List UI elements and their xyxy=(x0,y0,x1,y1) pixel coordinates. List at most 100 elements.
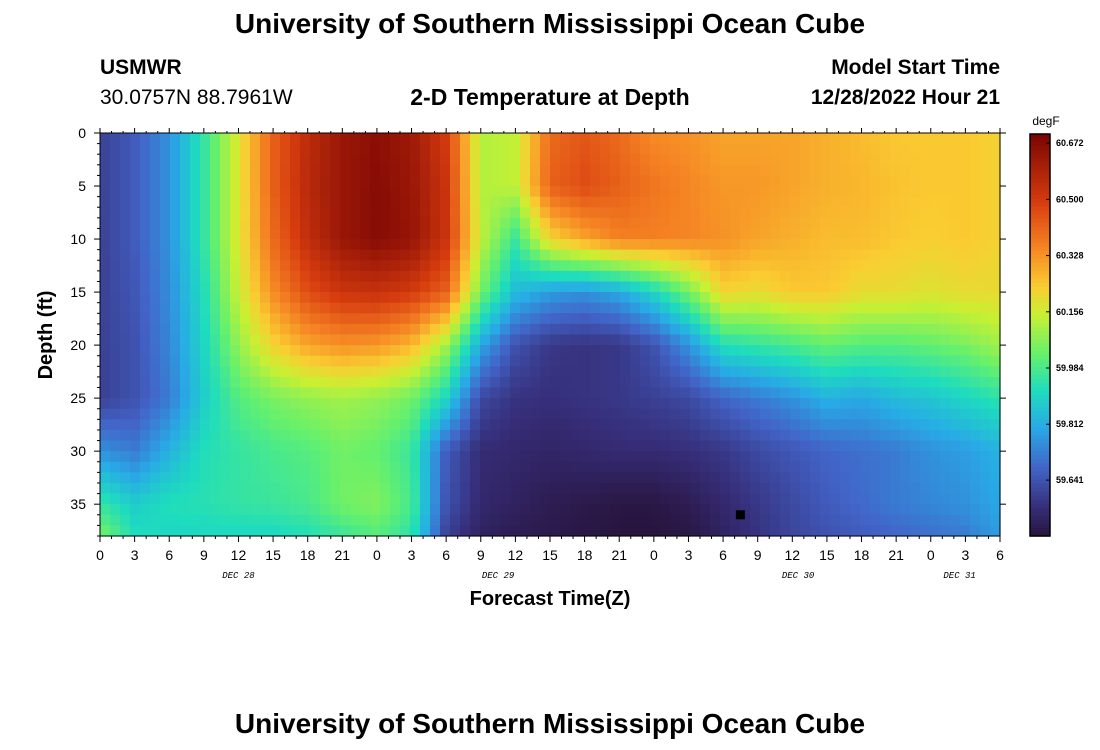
heatmap-cell xyxy=(770,419,781,431)
heatmap-cell xyxy=(300,429,311,442)
heatmap-cell xyxy=(900,334,911,346)
heatmap-cell xyxy=(940,207,951,219)
heatmap-cell xyxy=(320,292,331,304)
heatmap-cell xyxy=(970,281,981,293)
x-tick-label: 12 xyxy=(785,547,801,563)
heatmap-cell xyxy=(370,281,381,293)
heatmap-cell xyxy=(740,186,751,198)
heatmap-cell xyxy=(500,313,511,325)
heatmap-cell xyxy=(150,217,161,230)
heatmap-cell xyxy=(690,323,701,336)
heatmap-cell xyxy=(690,292,701,304)
heatmap-cell xyxy=(420,472,431,484)
heatmap-cell xyxy=(130,461,141,473)
heatmap-cell xyxy=(280,366,291,378)
heatmap-cell xyxy=(980,440,991,452)
heatmap-cell xyxy=(370,440,381,452)
heatmap-cell xyxy=(110,186,121,198)
heatmap-cell xyxy=(550,186,561,198)
heatmap-cell xyxy=(980,292,991,304)
heatmap-cell xyxy=(830,387,841,399)
heatmap-cell xyxy=(920,313,931,325)
heatmap-cell xyxy=(420,207,431,219)
heatmap-cell xyxy=(670,482,681,495)
heatmap-cell xyxy=(110,451,121,463)
heatmap-cell xyxy=(360,482,371,495)
heatmap-cell xyxy=(590,482,601,495)
heatmap-cell xyxy=(290,440,301,452)
heatmap-cell xyxy=(830,440,841,452)
heatmap-cell xyxy=(160,196,171,208)
heatmap-cell xyxy=(590,451,601,463)
colorbar-swatch xyxy=(1030,491,1050,497)
heatmap-cell xyxy=(740,164,751,177)
heatmap-cell xyxy=(470,514,481,526)
heatmap-cell xyxy=(100,217,111,230)
heatmap-cell xyxy=(340,175,351,187)
heatmap-cell xyxy=(760,504,771,516)
heatmap-cell xyxy=(150,366,161,378)
heatmap-cell xyxy=(350,408,361,420)
heatmap-cell xyxy=(770,387,781,399)
x-tick-label: 21 xyxy=(888,547,904,563)
heatmap-cell xyxy=(370,525,381,537)
heatmap-cell xyxy=(250,186,261,198)
heatmap-cell xyxy=(930,493,941,505)
colorbar-tick-label: 60.156 xyxy=(1056,307,1084,317)
heatmap-cell xyxy=(540,345,551,357)
heatmap-cell xyxy=(790,376,801,389)
heatmap-cell xyxy=(840,143,851,155)
heatmap-cell xyxy=(330,186,341,198)
heatmap-cell xyxy=(880,429,891,442)
heatmap-cell xyxy=(110,323,121,336)
heatmap-cell xyxy=(150,398,161,410)
heatmap-cell xyxy=(870,270,881,283)
heatmap-cell xyxy=(680,313,691,325)
heatmap-cell xyxy=(360,525,371,537)
heatmap-cell xyxy=(780,472,791,484)
heatmap-cell xyxy=(760,366,771,378)
heatmap-cell xyxy=(280,281,291,293)
heatmap-cell xyxy=(420,292,431,304)
heatmap-cell xyxy=(910,313,921,325)
heatmap-cell xyxy=(360,154,371,166)
colorbar-swatch xyxy=(1030,511,1050,517)
heatmap-cell xyxy=(500,461,511,473)
heatmap-cell xyxy=(630,387,641,399)
heatmap-cell xyxy=(520,461,531,473)
heatmap-cell xyxy=(390,281,401,293)
heatmap-cell xyxy=(880,355,891,367)
heatmap-cell xyxy=(450,398,461,410)
heatmap-cell xyxy=(140,398,151,410)
heatmap-cell xyxy=(470,302,481,314)
heatmap-cell xyxy=(760,133,771,145)
heatmap-cell xyxy=(310,217,321,230)
heatmap-cell xyxy=(900,440,911,452)
heatmap-cell xyxy=(550,239,561,251)
heatmap-cell xyxy=(450,186,461,198)
heatmap-cell xyxy=(690,196,701,208)
heatmap-cell xyxy=(510,451,521,463)
heatmap-cell xyxy=(940,493,951,505)
heatmap-cell xyxy=(840,217,851,230)
heatmap-cell xyxy=(580,270,591,283)
heatmap-cell xyxy=(680,154,691,166)
heatmap-cell xyxy=(870,429,881,442)
heatmap-cell xyxy=(220,419,231,431)
heatmap-cell xyxy=(850,376,861,389)
heatmap-cell xyxy=(710,334,721,346)
heatmap-cell xyxy=(220,323,231,336)
heatmap-cell xyxy=(580,451,591,463)
heatmap-cell xyxy=(400,355,411,367)
heatmap-cell xyxy=(270,175,281,187)
heatmap-cell xyxy=(210,504,221,516)
heatmap-cell xyxy=(470,313,481,325)
heatmap-cell xyxy=(270,440,281,452)
heatmap-cell xyxy=(490,472,501,484)
heatmap-cell xyxy=(450,164,461,177)
heatmap-cell xyxy=(280,504,291,516)
heatmap-cell xyxy=(380,228,391,240)
heatmap-cell xyxy=(350,133,361,145)
heatmap-cell xyxy=(870,249,881,261)
heatmap-cell xyxy=(130,376,141,389)
